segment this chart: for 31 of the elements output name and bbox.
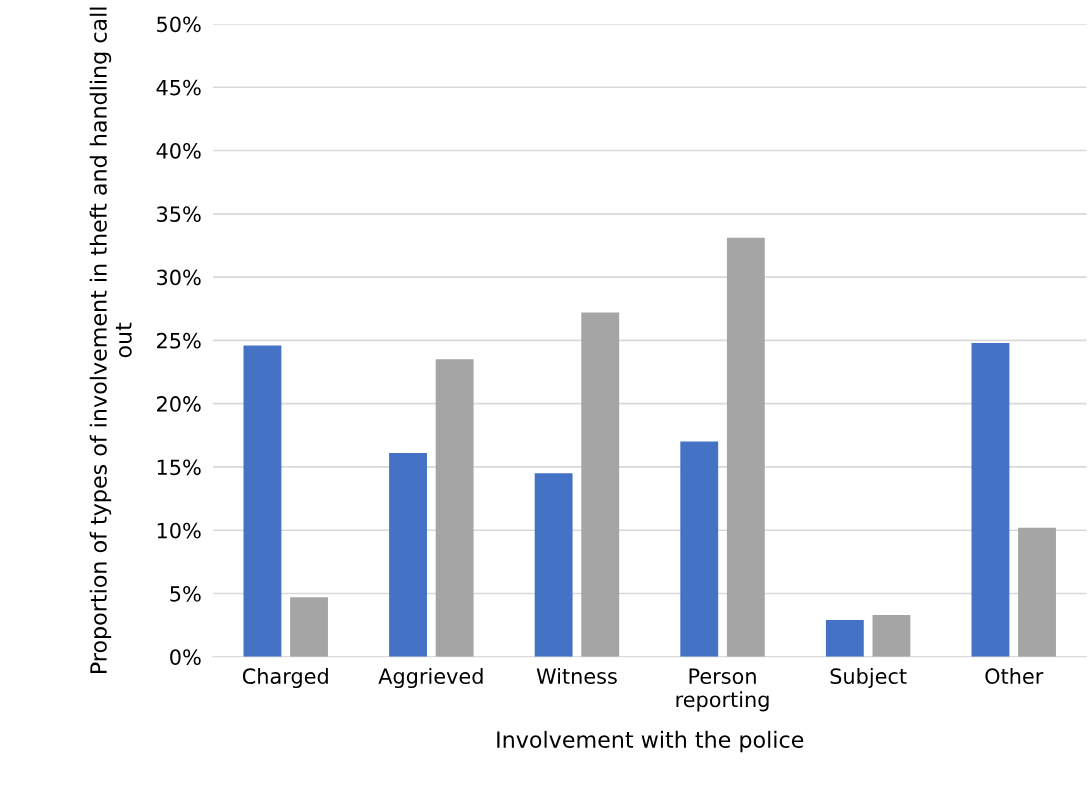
bar [435, 359, 474, 657]
y-tick-label: 5% [170, 585, 201, 602]
y-tick-label: 20% [157, 396, 201, 412]
y-tick-label: 30% [157, 269, 201, 286]
x-tick-label: Aggrieved [378, 667, 483, 689]
x-tick-label: Subject [830, 667, 907, 689]
bar [534, 473, 573, 657]
y-tick-label: 0% [170, 649, 201, 665]
y-tick-label: 45% [156, 79, 201, 96]
x-tick-label: Witness [536, 667, 617, 685]
bar [825, 620, 864, 657]
bar [726, 237, 765, 657]
y-tick-label: 10% [157, 522, 201, 539]
y-tick-label: 25% [157, 332, 201, 349]
y-tick-label: 40% [156, 142, 201, 159]
x-tick-label: Charged [242, 667, 328, 689]
y-tick-label: 35% [157, 206, 201, 223]
y-axis-title: Proportion of types of involvement in theft and handling call out [89, 7, 132, 674]
bar [290, 597, 328, 657]
bar [680, 441, 719, 657]
bar [872, 615, 911, 657]
x-axis-title: Involvement with the police [497, 730, 804, 753]
bar [1018, 527, 1056, 657]
bar [389, 453, 427, 657]
x-tick-label: Person reporting [676, 668, 769, 712]
x-tick-label: Other [985, 667, 1044, 685]
bar [971, 342, 1010, 657]
bar [581, 312, 620, 657]
bar [243, 345, 282, 657]
y-tick-label: 15% [157, 459, 201, 476]
y-tick-label: 50% [157, 16, 201, 33]
